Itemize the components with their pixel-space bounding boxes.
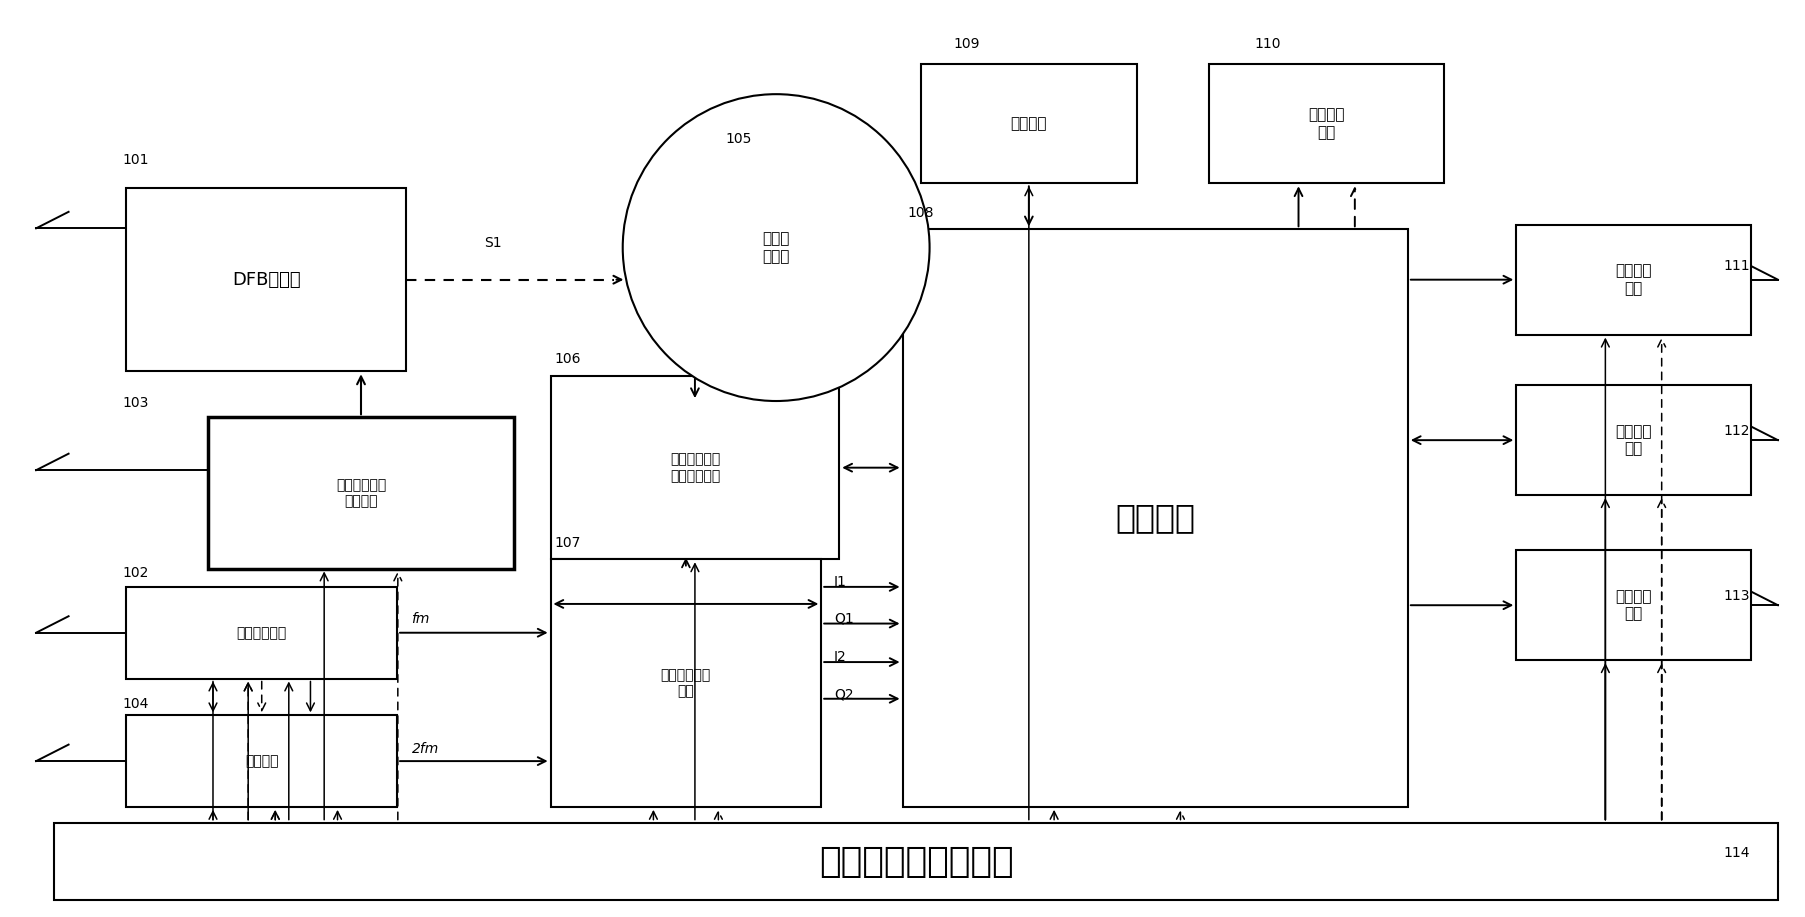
Bar — [1516, 225, 1751, 335]
Bar — [1209, 64, 1444, 183]
Text: 102: 102 — [123, 566, 150, 580]
Text: 低功耗电源管理模块: 低功耗电源管理模块 — [819, 845, 1013, 878]
Text: 112: 112 — [1724, 424, 1751, 438]
Text: 106: 106 — [554, 352, 581, 367]
Ellipse shape — [623, 94, 930, 401]
Text: 109: 109 — [953, 37, 980, 51]
Bar — [126, 587, 397, 679]
Text: I2: I2 — [834, 650, 847, 665]
Bar — [1516, 550, 1751, 660]
Text: 微控制器: 微控制器 — [1115, 502, 1195, 535]
Text: 110: 110 — [1254, 37, 1282, 51]
Bar — [126, 715, 397, 807]
Text: fm: fm — [412, 612, 430, 626]
Text: 113: 113 — [1724, 589, 1751, 603]
Bar — [551, 376, 839, 559]
Bar — [126, 188, 406, 371]
Text: 正交锁相解调
电路: 正交锁相解调 电路 — [661, 668, 711, 698]
Text: 105: 105 — [726, 132, 753, 147]
Text: 倍频电路: 倍频电路 — [245, 754, 278, 768]
Text: DFB激光器: DFB激光器 — [231, 271, 301, 289]
Text: 信号发生电路: 信号发生电路 — [236, 625, 287, 640]
Text: 数据通信
模块: 数据通信 模块 — [1615, 589, 1652, 622]
Bar — [921, 64, 1137, 183]
Text: 107: 107 — [554, 536, 581, 550]
Text: Q2: Q2 — [834, 687, 854, 702]
Text: 103: 103 — [123, 396, 150, 411]
Bar — [54, 823, 1778, 900]
Text: 激光器驱动与
温控电路: 激光器驱动与 温控电路 — [336, 478, 386, 508]
Text: 104: 104 — [123, 697, 150, 712]
Text: 声光报警
模块: 声光报警 模块 — [1615, 263, 1652, 296]
Text: 111: 111 — [1724, 259, 1751, 273]
Bar — [1516, 385, 1751, 495]
Text: 光机收
发单元: 光机收 发单元 — [762, 231, 791, 264]
Text: 液晶显示
模块: 液晶显示 模块 — [1309, 107, 1345, 140]
Text: 数据存储
模块: 数据存储 模块 — [1615, 424, 1652, 457]
Bar — [551, 559, 821, 807]
Bar — [208, 417, 514, 569]
Text: S1: S1 — [484, 236, 502, 250]
Text: Q1: Q1 — [834, 612, 854, 626]
Text: 2fm: 2fm — [412, 742, 439, 757]
Text: 114: 114 — [1724, 845, 1751, 860]
Text: 108: 108 — [908, 205, 935, 220]
Bar — [902, 229, 1408, 807]
Text: 低噪声前置放
大及滤波电路: 低噪声前置放 大及滤波电路 — [670, 453, 720, 482]
Text: 按键模块: 按键模块 — [1011, 116, 1047, 131]
Text: I1: I1 — [834, 575, 847, 590]
Text: 101: 101 — [123, 153, 150, 168]
